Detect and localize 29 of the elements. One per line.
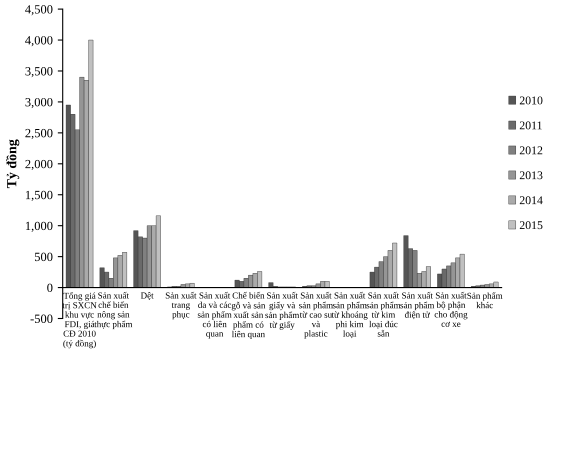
legend-label: 2012 <box>520 146 542 154</box>
legend-label: 2010 <box>520 96 542 104</box>
y-tick-label: 3,500 <box>25 67 52 78</box>
x-tick-label: Chế biến gỗ và sản xuất sản phẩm có liên quan <box>232 292 266 340</box>
x-tick-label: Dệt <box>140 292 154 300</box>
x-tick-label: Sản phẩm khác <box>467 292 503 308</box>
x-tick-label: Sản xuất sản phẩm từ kim loại đúc sẵn <box>366 292 400 337</box>
x-tick-label: Sản xuất bộ phận cho động cơ xe <box>434 292 468 327</box>
y-tick-label: -500 <box>30 314 52 323</box>
y-tick-label: 4,500 <box>25 5 52 16</box>
legend-label: 2015 <box>520 221 542 230</box>
x-tick-label: Sản xuất sản phẩm từ cao su và plastic <box>299 292 333 338</box>
y-tick-label: 2,500 <box>25 128 52 140</box>
legend-label: 2013 <box>520 171 542 180</box>
x-tick-label: Sản xuất sản phẩm từ khoáng phi kim loại <box>332 292 368 338</box>
legend-label: 2014 <box>520 196 543 204</box>
y-tick-label: 1,500 <box>26 190 52 201</box>
x-tick-label: Sản xuất da và các sản phẩm có liên quan <box>198 292 232 338</box>
y-axis-title: Tỷ đồng <box>6 139 20 188</box>
y-tick-label: 2,000 <box>25 160 52 170</box>
y-tick-label: 500 <box>34 252 52 262</box>
legend-label: 2011 <box>520 121 542 130</box>
x-tick-label: Sản xuất trang phục <box>166 292 196 320</box>
y-tick-label: 3,000 <box>25 98 52 108</box>
y-tick-label: 4,000 <box>25 36 52 46</box>
y-tick-label: 0 <box>47 284 52 292</box>
y-tick-label: 1,000 <box>26 222 52 232</box>
x-tick-label: Sản xuất sản phẩm điện tử <box>400 292 434 320</box>
x-tick-label: Sản xuất giấy và sản phẩm từ giấy <box>265 292 300 330</box>
